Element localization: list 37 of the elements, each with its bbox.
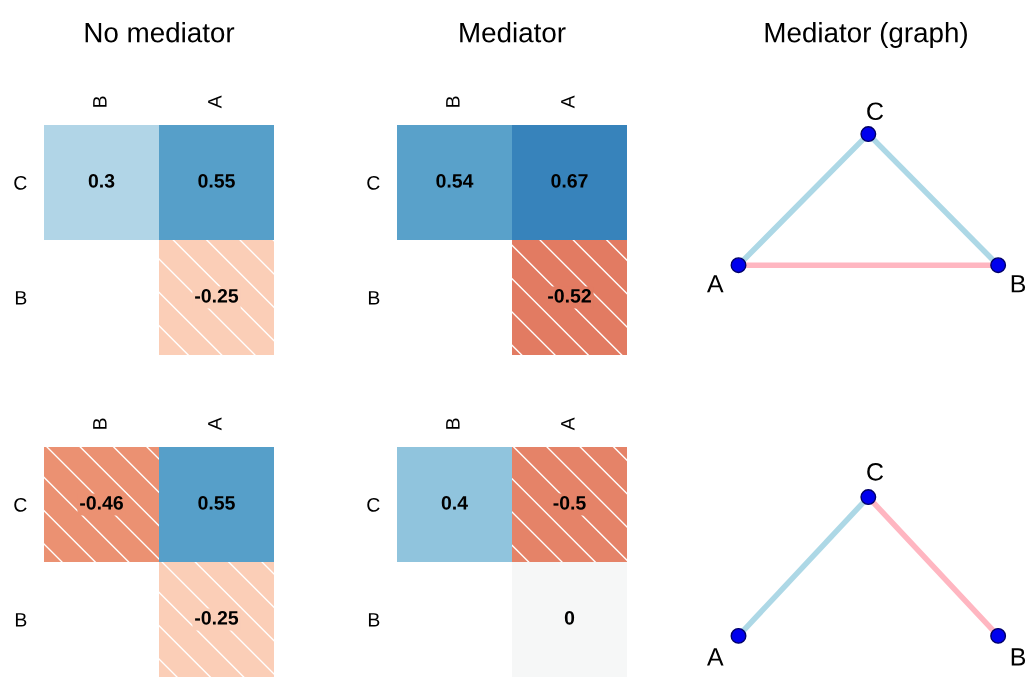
chart-title: No mediator xyxy=(85,22,235,43)
y-tick-label: B xyxy=(368,291,380,305)
data-label: 0.3 xyxy=(88,173,115,188)
x-tick-label: B xyxy=(93,418,107,429)
x-tick-label: A xyxy=(208,417,222,431)
x-tick-label: B xyxy=(446,96,460,107)
data-label: 0.55 xyxy=(198,495,235,510)
text: C xyxy=(867,462,884,481)
y-tick-label: C xyxy=(367,175,380,190)
data-label: -0.46 xyxy=(80,495,123,510)
data-label: 0.67 xyxy=(551,173,588,188)
text: A xyxy=(706,648,724,666)
y-tick-label: B xyxy=(15,613,27,627)
text: A xyxy=(706,275,724,293)
chart-title: Mediator xyxy=(460,22,566,43)
text: C xyxy=(867,102,884,121)
x-tick-label: A xyxy=(208,95,222,109)
x-tick-label: B xyxy=(93,96,107,107)
y-tick-label: C xyxy=(14,175,27,190)
data-label: -0.5 xyxy=(553,495,586,510)
data-label: -0.25 xyxy=(195,288,239,303)
x-tick-label: A xyxy=(561,417,575,431)
text: Mediator (graph) xyxy=(765,22,967,48)
data-label: 0.55 xyxy=(198,173,235,188)
data-label: -0.52 xyxy=(548,288,591,303)
x-tick-label: B xyxy=(446,418,460,429)
y-tick-label: B xyxy=(15,291,27,305)
text: B xyxy=(1011,648,1026,666)
data-label: 0.4 xyxy=(441,495,468,510)
text: B xyxy=(1011,275,1026,293)
y-tick-label: C xyxy=(14,497,27,512)
data-label: -0.25 xyxy=(195,610,239,625)
y-tick-label: B xyxy=(368,613,380,627)
y-tick-label: C xyxy=(367,497,380,512)
data-label: 0.54 xyxy=(436,173,474,188)
x-tick-label: A xyxy=(561,95,575,109)
data-label: 0 xyxy=(564,610,575,625)
